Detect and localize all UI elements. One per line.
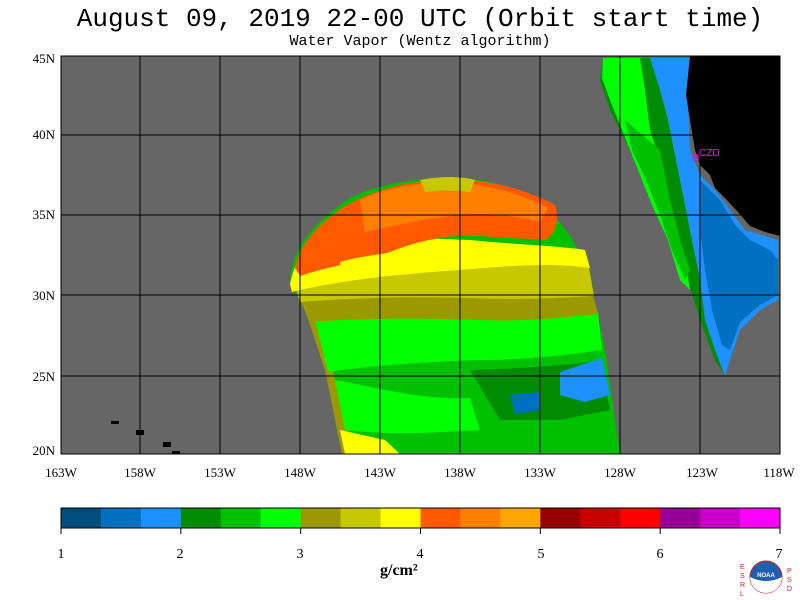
colorbar-swatch	[420, 508, 461, 528]
colorbar-tick-labels: 1 2 3 4 5 6 7	[58, 547, 783, 562]
colorbar-swatch	[700, 508, 741, 528]
lat-label-30n: 30N	[33, 288, 56, 303]
island-hawaii-1	[111, 421, 119, 424]
swath-deep-orange	[360, 182, 548, 232]
satellite-swath	[290, 177, 620, 454]
lon-label-163w: 163W	[45, 465, 78, 480]
swath-khaki-band	[295, 260, 594, 302]
swath-khaki-cap	[420, 177, 475, 192]
colorbar-swatch	[380, 508, 421, 528]
svg-text:S: S	[787, 577, 792, 584]
svg-text:NOAA: NOAA	[757, 573, 775, 579]
colorbar-swatch	[140, 508, 182, 528]
map-title: August 09, 2019 22-00 UTC (Orbit start t…	[76, 4, 764, 34]
colorbar-tick-5: 5	[538, 547, 545, 562]
colorbar-swatch	[740, 508, 781, 528]
swath-blue-patch	[560, 358, 610, 402]
colorbar-unit-label: g/cm²	[380, 562, 418, 579]
lon-label-153w: 153W	[204, 465, 237, 480]
svg-text:E: E	[740, 564, 745, 571]
colorbar-tick-2: 2	[177, 547, 184, 562]
colorbar-swatch	[300, 508, 342, 528]
colorbar-tick-1: 1	[58, 547, 65, 562]
swath-yellow-intrusion	[340, 250, 405, 278]
colorbar-swatch	[620, 508, 661, 528]
colorbar-tick-6: 6	[657, 547, 664, 562]
lon-label-133w: 133W	[524, 465, 557, 480]
colorbar-swatch	[460, 508, 501, 528]
colorbar-swatch	[180, 508, 222, 528]
swath-olive-band	[300, 292, 598, 322]
colorbar-swatch	[540, 508, 581, 528]
swath-bright-green-2	[335, 380, 480, 434]
map-frame	[60, 55, 781, 455]
colorbar-swatch	[220, 508, 262, 528]
lon-label-143w: 143W	[364, 465, 397, 480]
colorbar-tick-7: 7	[776, 547, 783, 562]
lon-label-158w: 158W	[124, 465, 157, 480]
station-label: CZD	[699, 148, 720, 159]
svg-text:P: P	[787, 568, 792, 575]
lat-label-20n: 20N	[33, 443, 56, 458]
coastal-swath	[600, 58, 778, 376]
coast-green-edge	[625, 120, 690, 280]
lat-label-45n: 45N	[33, 51, 56, 66]
colorbar-swatch	[580, 508, 621, 528]
lon-label-118w: 118W	[763, 465, 795, 480]
colorbar-swatch	[660, 508, 701, 528]
colorbar-swatch	[340, 508, 382, 528]
swath-blue-patch-2	[510, 392, 540, 414]
svg-text:D: D	[787, 586, 792, 593]
land-north-america	[686, 56, 780, 236]
swath-yellow-corner	[340, 430, 400, 454]
colorbar-swatch	[260, 508, 302, 528]
lat-label-35n: 35N	[33, 207, 56, 222]
latitude-labels: 45N 40N 35N 30N 25N 20N	[33, 51, 56, 458]
colorbar-swatch	[500, 508, 541, 528]
svg-text:L: L	[740, 591, 744, 598]
colorbar	[60, 507, 781, 534]
station-czd: CZD	[692, 148, 720, 161]
swath-bright-green	[315, 312, 602, 372]
lon-label-138w: 138W	[444, 465, 477, 480]
noaa-esrl-psd-logo: NOAA E S R L P S D	[740, 560, 792, 598]
coast-dark-blue-region	[700, 180, 778, 350]
map-subtitle: Water Vapor (Wentz algorithm)	[289, 33, 551, 50]
island-hawaii-4	[172, 451, 180, 454]
swath-olive-edge	[305, 310, 350, 454]
lat-label-40n: 40N	[33, 127, 56, 142]
grid-lines	[61, 56, 780, 454]
lon-label-128w: 128W	[604, 465, 637, 480]
lon-label-148w: 148W	[284, 465, 317, 480]
svg-text:R: R	[740, 582, 745, 589]
colorbar-tick-4: 4	[417, 547, 424, 562]
svg-text:S: S	[740, 573, 745, 580]
lat-label-25n: 25N	[33, 369, 56, 384]
colorbar-tick-3: 3	[297, 547, 304, 562]
lon-label-123w: 123W	[686, 465, 719, 480]
colorbar-swatch	[100, 508, 142, 528]
island-hawaii-3	[163, 442, 171, 447]
colorbar-swatch	[61, 508, 102, 528]
map-plot-area: CZD	[60, 55, 781, 455]
longitude-labels: 163W 158W 153W 148W 143W 138W 133W 128W …	[45, 465, 795, 480]
station-marker	[692, 154, 699, 161]
